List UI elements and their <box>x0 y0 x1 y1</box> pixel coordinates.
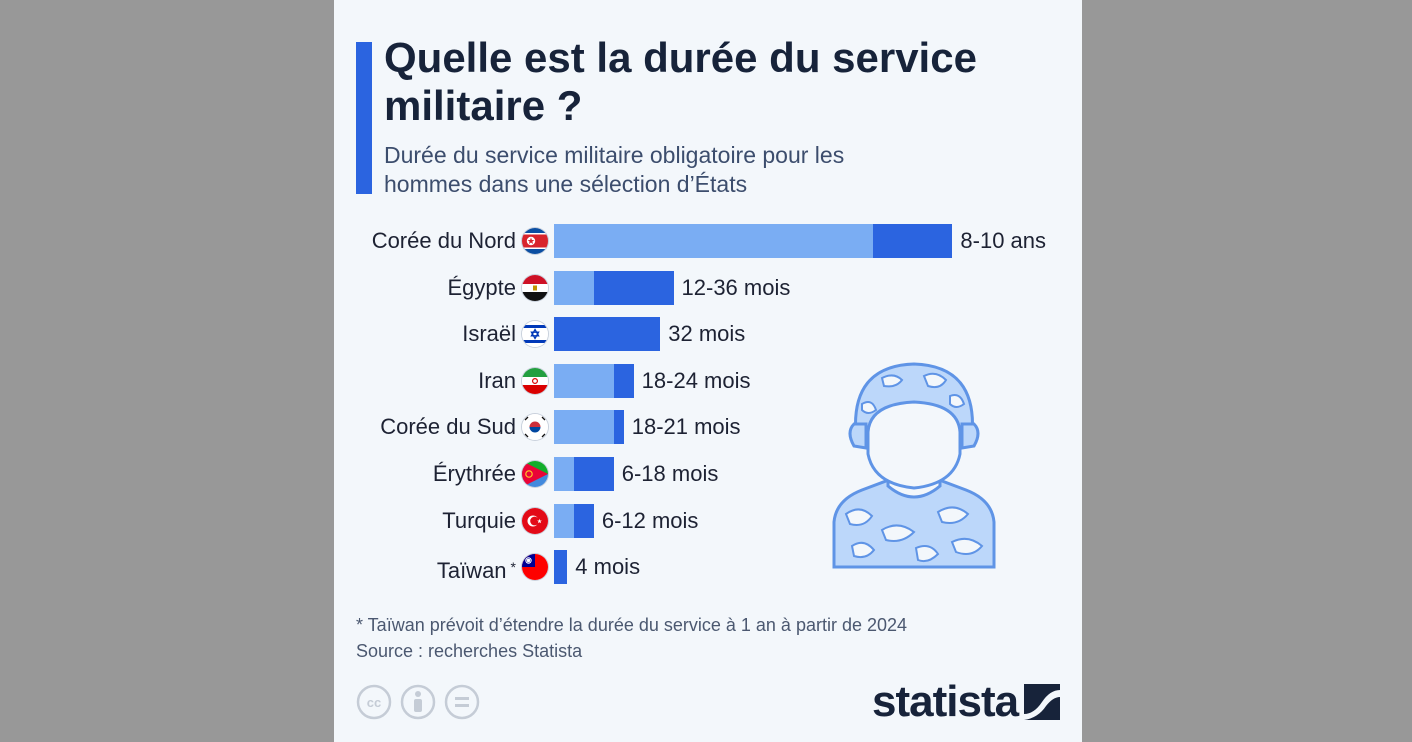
bar-row-egypte: Égypte 12-36 mois <box>334 270 1082 305</box>
no-derivatives-icon[interactable] <box>444 684 480 720</box>
eritrea-flag-icon <box>522 461 548 487</box>
infographic-card: Quelle est la durée du service militaire… <box>334 0 1082 742</box>
cc-icon[interactable]: cc <box>356 684 392 720</box>
bar-max-segment <box>554 550 568 585</box>
bar-max-segment <box>573 503 594 538</box>
chart-title: Quelle est la durée du service militaire… <box>384 34 977 129</box>
bar-min-segment <box>554 224 873 258</box>
bar-min-segment <box>554 270 594 305</box>
bar-row-israel: Israël 32 mois <box>334 317 1082 352</box>
bar-value-label: 32 mois <box>668 321 746 347</box>
bar-min-segment <box>554 363 614 398</box>
iran-flag-icon <box>522 367 548 394</box>
country-label: Corée du Sud <box>380 410 516 444</box>
country-name: Iran <box>478 367 516 393</box>
country-name: Corée du Sud <box>380 414 516 440</box>
bar-max-segment <box>554 317 661 352</box>
country-label: Iran <box>478 364 516 398</box>
bar-value-label: 4 mois <box>575 554 641 580</box>
country-name: Corée du Nord <box>371 228 516 253</box>
statista-logo-text[interactable]: statista <box>872 677 1019 726</box>
country-name: Égypte <box>447 274 517 300</box>
country-label: Érythrée <box>433 457 516 491</box>
attribution-icon[interactable] <box>400 684 436 720</box>
bar-row-erythree: Érythrée 6-18 mois <box>334 457 1082 491</box>
country-label: Israël <box>462 317 516 351</box>
country-label: Taïwan * <box>437 550 516 584</box>
bar-max-segment <box>613 363 634 398</box>
country-label: Corée du Nord <box>372 224 516 258</box>
turkey-flag-icon <box>522 507 548 534</box>
bar-row-iran: Iran 18-24 mois <box>334 363 1082 398</box>
footnote-marker: * <box>510 559 516 576</box>
taiwan-flag-icon <box>522 554 548 581</box>
footnote: * Taïwan prévoit d’étendre la durée du s… <box>356 615 908 635</box>
israel-flag-icon <box>522 321 548 348</box>
bar-value-label: 18-24 mois <box>641 367 751 393</box>
bar-value-label: 8-10 ans <box>960 228 1047 253</box>
title-accent-bar <box>356 42 372 194</box>
bar-max-segment <box>573 457 614 491</box>
bar-value-label: 6-18 mois <box>621 461 719 486</box>
country-label: Turquie <box>442 504 516 538</box>
bar-row-turquie: Turquie 6-12 mois <box>334 503 1082 538</box>
bar-min-segment <box>554 457 574 491</box>
country-name: Israël <box>462 321 516 347</box>
bar-max-segment <box>872 224 953 258</box>
bar-value-label: 6-12 mois <box>601 507 699 533</box>
south-korea-flag-icon <box>522 414 548 441</box>
bar-row-taiwan: Taïwan * 4 mois <box>334 550 1082 585</box>
egypt-flag-icon <box>522 274 548 301</box>
bar-value-label: 12-36 mois <box>681 274 791 300</box>
country-name: Érythrée <box>432 461 516 486</box>
bar-value-label: 18-21 mois <box>631 414 741 440</box>
north-korea-flag-icon <box>522 228 548 254</box>
bar-min-segment <box>554 503 574 538</box>
statista-logo-icon[interactable] <box>1024 684 1060 720</box>
bar-max-segment <box>593 270 674 305</box>
svg-text:cc: cc <box>367 695 381 710</box>
country-name: Turquie <box>442 507 516 533</box>
bar-row-coree-du-nord: Corée du Nord 8-10 ans <box>334 224 1082 258</box>
soldier-icon <box>832 362 996 569</box>
source-note: Source : recherches Statista <box>356 641 583 661</box>
country-name: Taïwan <box>436 558 507 584</box>
chart-subtitle: Durée du service militaire obligatoire p… <box>384 142 845 197</box>
country-label: Égypte <box>448 271 517 305</box>
bar-row-coree-du-sud: Corée du Sud 18-21 mois <box>334 410 1082 445</box>
bar-max-segment <box>613 410 624 445</box>
bar-min-segment <box>554 410 614 445</box>
